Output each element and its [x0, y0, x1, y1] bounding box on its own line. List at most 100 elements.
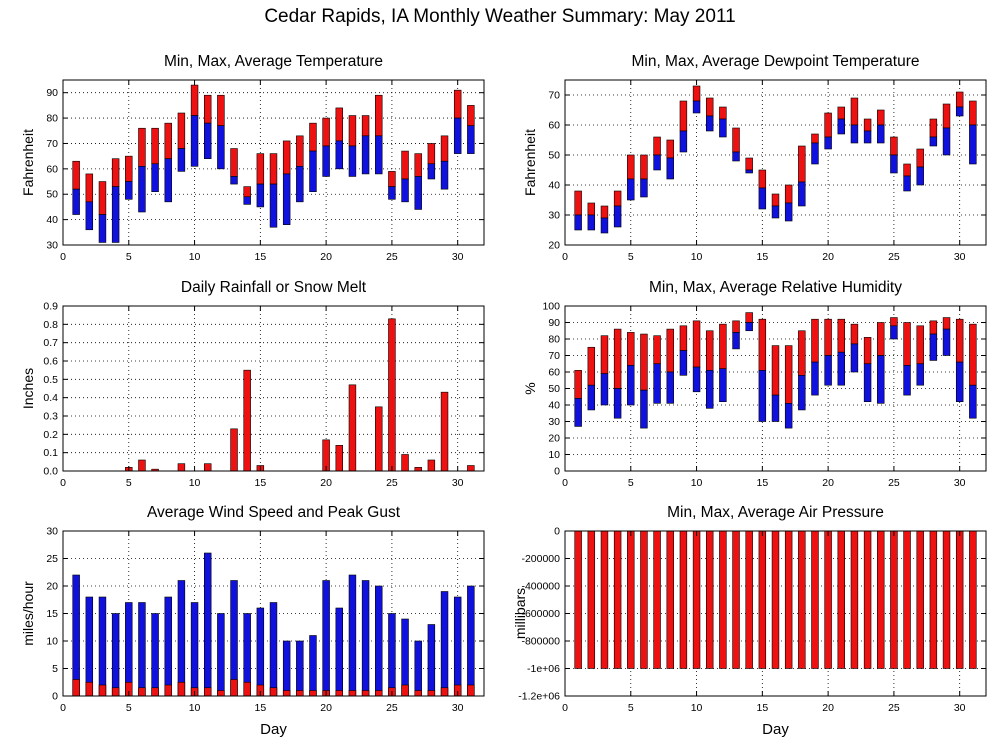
bar-upper — [811, 318, 819, 363]
bar-value — [177, 463, 186, 472]
bar-upper — [837, 106, 846, 120]
bar-lower — [850, 124, 859, 144]
bar-upper — [309, 122, 317, 152]
bar-upper — [784, 345, 793, 404]
y-tick-label: 0.1 — [43, 447, 58, 459]
bar-lower — [164, 158, 172, 203]
bar-upper — [375, 94, 383, 137]
bar-upper — [427, 143, 436, 165]
bar-upper — [322, 117, 330, 147]
bar-upper — [771, 345, 780, 396]
y-tick-label: 0 — [52, 691, 58, 703]
x-tick-label: 15 — [757, 477, 769, 489]
bar-upper — [282, 140, 291, 175]
bar-lower — [296, 166, 304, 203]
bar-value — [375, 406, 383, 472]
y-tick-label: 50 — [548, 150, 560, 162]
bar-lower — [824, 355, 832, 386]
bar-lower — [679, 350, 688, 376]
bar-upper — [138, 127, 146, 167]
bar-upper — [388, 171, 396, 187]
bar-upper — [969, 100, 977, 126]
rainfall-title: Daily Rainfall or Snow Melt — [181, 279, 367, 296]
bar-upper — [613, 190, 622, 207]
bar-upper — [653, 335, 661, 365]
bar-lower — [955, 361, 964, 403]
bar-lower — [758, 370, 767, 422]
bar-upper — [811, 133, 819, 144]
bar-range — [798, 530, 806, 669]
bar-lower — [640, 389, 648, 429]
bar-lower — [903, 175, 911, 192]
x-tick-label: 20 — [320, 477, 332, 489]
bar-lower — [903, 365, 911, 396]
bar-lower — [574, 398, 582, 427]
bar-lower — [322, 145, 330, 177]
bar-lower — [705, 115, 714, 132]
x-tick-label: 20 — [822, 477, 834, 489]
bar-upper — [125, 155, 133, 182]
bar-lower — [361, 135, 370, 175]
bar-upper — [679, 100, 688, 132]
y-tick-label: 10 — [46, 636, 58, 648]
x-tick-label: 25 — [888, 702, 900, 714]
bar-upper — [903, 163, 911, 177]
bar-lower — [414, 176, 422, 210]
bar-upper — [574, 370, 582, 399]
bar-upper — [850, 97, 859, 126]
bar-peak-gust — [98, 596, 107, 697]
x-tick-label: 30 — [452, 702, 464, 714]
bar-lower — [969, 384, 977, 419]
bar-lower — [719, 118, 727, 138]
bar-lower — [243, 196, 251, 205]
bar-lower — [771, 205, 780, 219]
bar-range — [692, 530, 701, 669]
rainfall-ylabel: Inches — [20, 368, 36, 409]
y-tick-label: -1e+06 — [527, 663, 560, 675]
bar-avg-speed — [164, 684, 172, 697]
bar-lower — [440, 160, 449, 190]
bar-upper — [72, 160, 80, 190]
bar-avg-speed — [85, 681, 94, 697]
y-tick-label: 0.5 — [43, 374, 58, 386]
x-tick-label: 10 — [189, 702, 201, 714]
dewpoint-bars — [574, 85, 977, 234]
bar-range — [850, 530, 859, 669]
bar-lower — [375, 135, 383, 175]
bar-lower — [863, 130, 872, 144]
bar-upper — [679, 325, 688, 351]
bar-lower — [811, 142, 819, 165]
bar-lower — [309, 150, 317, 192]
bar-upper — [111, 158, 120, 187]
bar-lower — [348, 145, 357, 177]
bar-avg-speed — [230, 679, 238, 697]
y-tick-label: 60 — [548, 367, 560, 379]
y-tick-label: 40 — [46, 214, 58, 226]
bar-range — [877, 530, 885, 669]
x-tick-label: 5 — [126, 477, 132, 489]
bar-range — [811, 530, 819, 669]
bar-peak-gust — [72, 574, 80, 697]
bar-lower — [824, 136, 832, 150]
bar-lower — [758, 187, 767, 210]
bar-upper — [890, 136, 898, 156]
bar-avg-speed — [282, 690, 291, 697]
bar-avg-speed — [98, 684, 107, 697]
bar-value — [230, 428, 238, 472]
bar-range — [653, 530, 661, 669]
y-tick-label: 30 — [548, 210, 560, 222]
bar-lower — [811, 361, 819, 396]
x-tick-label: 10 — [691, 251, 703, 263]
bar-upper — [692, 320, 701, 368]
bar-upper — [348, 115, 357, 147]
x-tick-label: 25 — [386, 702, 398, 714]
y-tick-label: 0.8 — [43, 319, 58, 331]
bar-avg-speed — [309, 690, 317, 697]
bar-lower — [600, 373, 609, 406]
y-tick-label: 70 — [46, 138, 58, 150]
bar-lower — [85, 201, 94, 231]
x-tick-label: 0 — [60, 251, 66, 263]
bar-range — [929, 530, 938, 669]
x-tick-label: 5 — [126, 251, 132, 263]
